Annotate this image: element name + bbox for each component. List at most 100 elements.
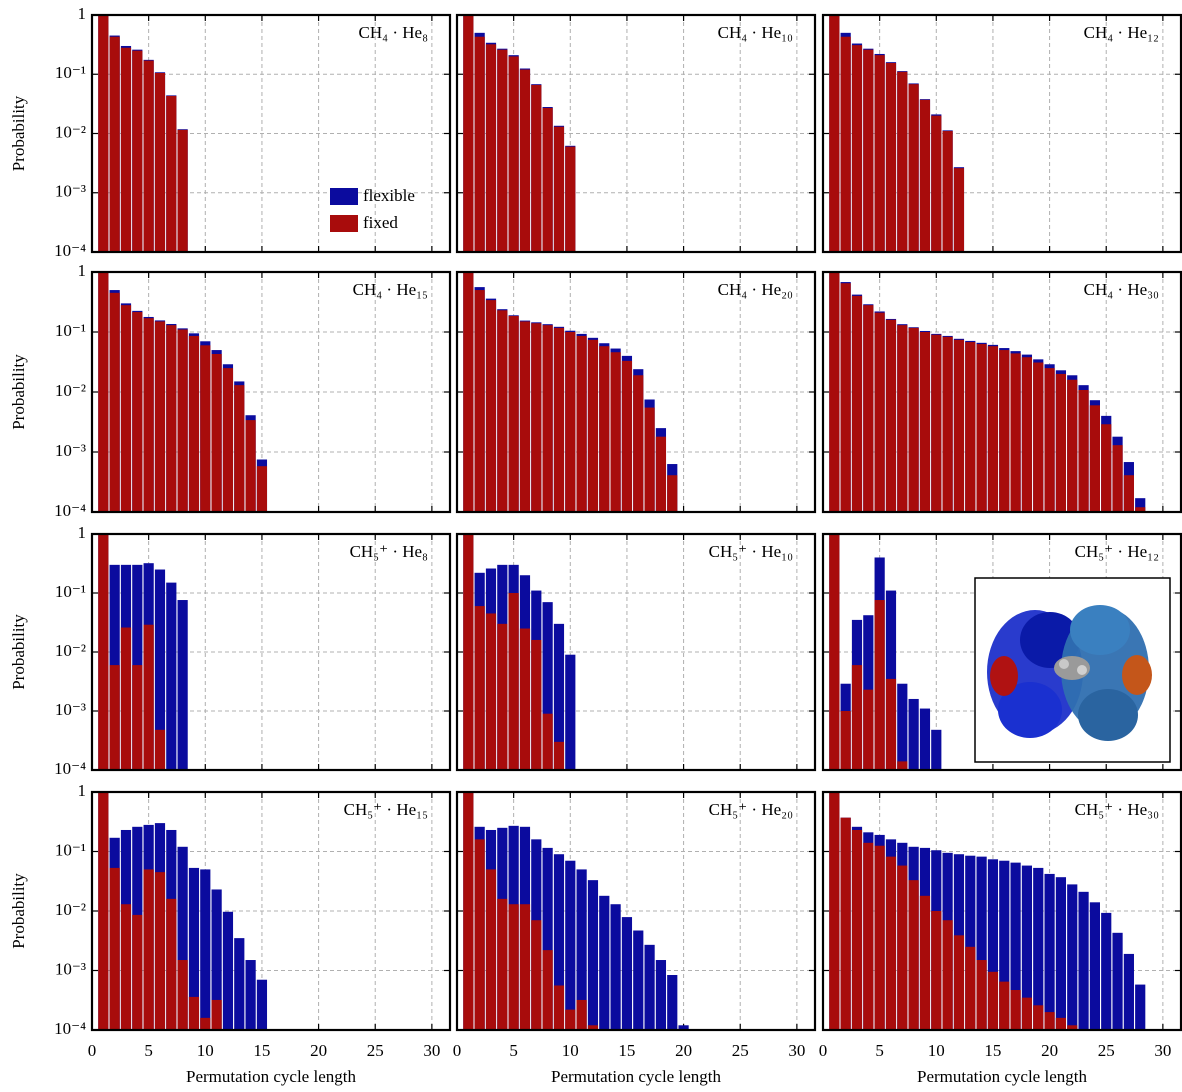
bar: [120, 904, 132, 1030]
y-tick-label: 10⁻²: [55, 381, 86, 400]
bar: [863, 305, 874, 512]
y-tick-label: 1: [78, 781, 87, 800]
bar: [908, 698, 919, 770]
bar: [1078, 891, 1089, 1030]
y-tick-label: 10⁻²: [55, 641, 86, 660]
axes-frame: [90, 532, 452, 772]
bar: [565, 146, 576, 252]
y-tick-label: 10⁻⁴: [54, 501, 86, 520]
y-tick-label: 10⁻²: [55, 122, 86, 141]
panel-title: CH₄ · He₈: [359, 23, 429, 42]
bar: [508, 315, 519, 512]
bar: [976, 960, 987, 1030]
bar: [897, 683, 908, 770]
bar: [1033, 362, 1044, 512]
x-axis-label: Permutation cycle length: [551, 1067, 721, 1086]
bar: [245, 960, 256, 1030]
bar: [576, 869, 587, 1030]
axes-frame: [821, 13, 1182, 254]
y-tick-label: 10⁻³: [55, 182, 86, 201]
bar: [599, 895, 610, 1030]
x-tick-label: 0: [453, 1041, 462, 1060]
bar: [942, 920, 953, 1030]
bar: [621, 917, 633, 1030]
bar: [908, 880, 919, 1030]
bar: [840, 283, 851, 512]
bar: [599, 346, 610, 512]
bar: [953, 168, 965, 252]
bar: [497, 310, 508, 512]
bar: [587, 880, 599, 1030]
y-axis-label: Probability: [9, 873, 28, 949]
bar: [1044, 1012, 1055, 1030]
bar: [633, 375, 644, 512]
bar: [245, 420, 256, 512]
bar: [1033, 1005, 1044, 1030]
bar: [497, 623, 508, 770]
bar: [132, 665, 143, 770]
bar: [655, 436, 667, 512]
bar: [188, 335, 200, 512]
x-tick-label: 5: [144, 1041, 153, 1060]
bar: [919, 332, 931, 512]
x-axis-label: Permutation cycle length: [917, 1067, 1087, 1086]
bar: [565, 332, 576, 512]
bar: [154, 72, 166, 252]
panel-title: CH₄ · He₁₅: [353, 280, 428, 299]
panel-title: CH₄ · He₁₀: [718, 23, 793, 42]
bar: [497, 49, 508, 253]
x-tick-label: 5: [509, 1041, 518, 1060]
bar: [109, 36, 120, 252]
y-tick-label: 10⁻¹: [55, 582, 86, 601]
x-tick-label: 20: [675, 1041, 692, 1060]
bar: [474, 606, 485, 770]
bar: [885, 856, 897, 1030]
bar: [965, 946, 976, 1030]
bar: [234, 938, 245, 1030]
bar: [953, 339, 965, 512]
bar: [132, 312, 143, 512]
bar: [1135, 507, 1146, 512]
bar: [542, 602, 553, 770]
bar: [1067, 884, 1078, 1030]
bar: [965, 342, 976, 512]
x-tick-label: 0: [88, 1041, 97, 1060]
bar: [840, 711, 851, 770]
x-tick-label: 30: [423, 1041, 440, 1060]
bar: [1123, 475, 1134, 512]
bar: [200, 869, 211, 1030]
axes-frame: [455, 270, 817, 514]
bar: [919, 99, 931, 252]
bar: [519, 321, 531, 512]
bar: [987, 346, 999, 512]
bar: [519, 69, 531, 253]
bar: [897, 71, 908, 252]
bar: [1055, 373, 1067, 512]
bar: [587, 1025, 599, 1030]
bar: [863, 49, 874, 253]
bar: [166, 898, 177, 1030]
bar: [942, 336, 953, 512]
bar: [531, 323, 542, 512]
bar: [919, 708, 931, 770]
panel-title: CH₄ · He₁₂: [1084, 23, 1159, 42]
bar: [633, 930, 644, 1030]
bar: [851, 829, 863, 1030]
bar: [931, 115, 942, 252]
bar: [143, 869, 154, 1030]
bar: [497, 898, 508, 1030]
inset-image: [974, 577, 1171, 763]
bar: [120, 627, 132, 770]
bar: [177, 960, 188, 1030]
axes-frame: [821, 790, 1182, 1032]
bar: [211, 889, 222, 1030]
bar: [885, 319, 897, 512]
x-tick-label: 5: [875, 1041, 884, 1060]
x-axis-label: Permutation cycle length: [186, 1067, 356, 1086]
x-tick-label: 30: [788, 1041, 805, 1060]
x-tick-label: 20: [1041, 1041, 1058, 1060]
plots: 1 10⁻¹ 10⁻² 10⁻³ 10⁻⁴ CH₄ · He₈ Probability fle…: [9, 4, 1182, 1086]
bar: [840, 36, 851, 252]
bar: [154, 729, 166, 770]
bar: [508, 904, 519, 1030]
